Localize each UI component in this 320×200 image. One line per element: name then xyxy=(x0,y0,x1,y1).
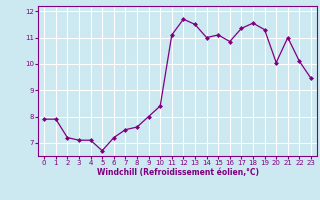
X-axis label: Windchill (Refroidissement éolien,°C): Windchill (Refroidissement éolien,°C) xyxy=(97,168,259,177)
